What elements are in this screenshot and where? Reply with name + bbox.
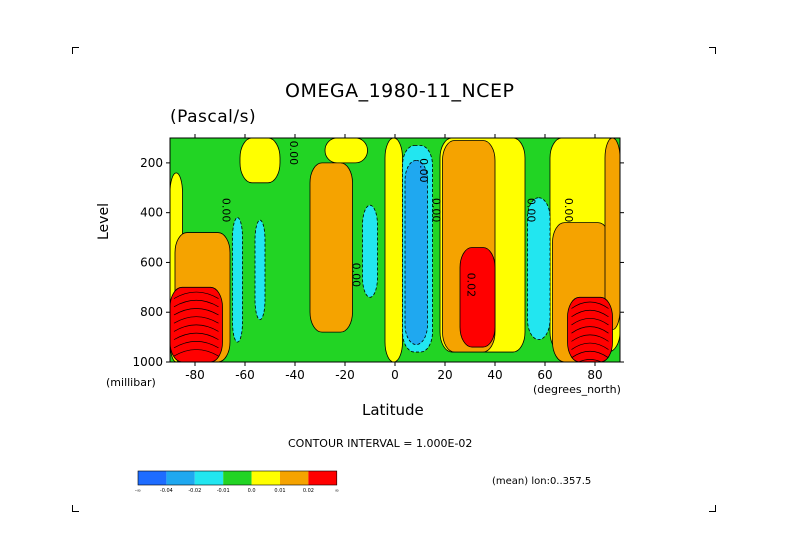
strong-contour-1-0 bbox=[571, 301, 609, 309]
contour-label-7: 0.00 bbox=[562, 198, 575, 223]
x-tick-label-6: 40 bbox=[487, 368, 502, 382]
contour-region-7 bbox=[309, 162, 353, 333]
colorbar-swatch-6 bbox=[308, 471, 337, 485]
colorbar-label-0: -∞ bbox=[135, 488, 141, 494]
strong-contour-1-7 bbox=[577, 359, 603, 362]
contour-label-5: 0.02 bbox=[465, 273, 478, 298]
x-axis-title: Latitude bbox=[362, 401, 424, 419]
y-tick-label-3: 800 bbox=[140, 305, 163, 319]
contour-region-3 bbox=[384, 138, 403, 362]
strong-contour-0-1 bbox=[173, 299, 219, 308]
contour-region-15 bbox=[254, 219, 266, 321]
units-label: (Pascal/s) bbox=[170, 107, 257, 127]
strong-contour-0-7 bbox=[173, 349, 219, 357]
strong-contour-0-0 bbox=[173, 291, 219, 299]
colorbar-border bbox=[137, 470, 338, 486]
contour-label-6: 0.00 bbox=[525, 198, 538, 223]
contour-region-1 bbox=[239, 138, 281, 184]
strong-contour-0-2 bbox=[173, 308, 219, 316]
crop-mark-bottom-right bbox=[709, 505, 716, 512]
contour-label-1: 0.00 bbox=[287, 141, 300, 166]
contour-labels: 0.00 0.00 0.00 0.00 0.00 0.02 0.00 0.00 bbox=[220, 141, 576, 297]
contour-region-14 bbox=[232, 217, 243, 343]
x-tick-label-8: 80 bbox=[587, 368, 602, 382]
strong-contour-0-6 bbox=[173, 340, 219, 349]
x-tick-label-1: -60 bbox=[235, 368, 255, 382]
colorbar-swatch-1 bbox=[166, 471, 195, 485]
x-axis-unit: (degrees_north) bbox=[533, 383, 621, 396]
strong-contour-1-4 bbox=[571, 334, 609, 342]
colorbar-label-5: 0.01 bbox=[274, 488, 285, 494]
colorbar: -∞ -0.04 -0.02 -0.01 0.0 0.01 0.02 ∞ bbox=[135, 470, 339, 494]
colorbar-swatch-0 bbox=[138, 471, 167, 485]
contour-region-19 bbox=[404, 159, 428, 345]
contour-region-16 bbox=[362, 204, 378, 298]
contour-region-18 bbox=[527, 197, 551, 341]
colorbar-label-3: -0.01 bbox=[217, 488, 230, 494]
y-tick-label-2: 600 bbox=[140, 255, 163, 269]
colorbar-label-1: -0.04 bbox=[160, 488, 173, 494]
y-axis-unit: (millibar) bbox=[106, 376, 156, 389]
y-tick-label-0: 200 bbox=[140, 156, 163, 170]
strong-contour-0-5 bbox=[173, 332, 219, 340]
y-tick-label-4: 1000 bbox=[132, 355, 163, 369]
x-axis-ticks: -80 -60 -40 -20 0 20 40 60 80 bbox=[185, 134, 603, 382]
colorbar-swatch-4 bbox=[251, 471, 280, 485]
contour-field bbox=[170, 138, 620, 362]
x-tick-label-3: -20 bbox=[335, 368, 355, 382]
strong-contour-1-5 bbox=[571, 342, 609, 350]
colorbar-swatch-2 bbox=[194, 471, 224, 485]
contour-region-12 bbox=[459, 247, 496, 348]
crop-mark-bottom-left bbox=[72, 505, 79, 512]
x-tick-label-4: 0 bbox=[391, 368, 399, 382]
x-tick-label-5: 20 bbox=[437, 368, 452, 382]
colorbar-swatch-5 bbox=[280, 471, 309, 485]
x-tick-label-7: 60 bbox=[537, 368, 552, 382]
mean-text: (mean) lon:0..357.5 bbox=[492, 476, 592, 487]
y-axis-ticks: 200 400 600 800 1000 bbox=[132, 156, 624, 369]
contour-label-0: 0.00 bbox=[220, 198, 233, 223]
x-tick-label-2: -40 bbox=[285, 368, 305, 382]
colorbar-label-4: 0.0 bbox=[248, 488, 256, 494]
colorbar-swatch-3 bbox=[223, 471, 252, 485]
colorbar-label-6: 0.02 bbox=[303, 488, 314, 494]
crop-mark-top-right bbox=[709, 47, 716, 54]
colorbar-label-7: ∞ bbox=[335, 488, 339, 494]
colorbar-label-2: -0.02 bbox=[188, 488, 201, 494]
contour-interval-text: CONTOUR INTERVAL = 1.000E-02 bbox=[288, 437, 473, 450]
y-tick-label-1: 400 bbox=[140, 206, 163, 220]
strong-contour-0-4 bbox=[173, 324, 219, 332]
strong-contour-1-6 bbox=[571, 350, 609, 359]
crop-mark-top-left bbox=[72, 47, 79, 54]
contour-label-2: 0.00 bbox=[350, 263, 363, 288]
strong-contour-1-2 bbox=[571, 318, 609, 326]
strong-contour-1-3 bbox=[571, 326, 609, 334]
contour-label-4: 0.00 bbox=[430, 198, 443, 223]
contour-label-3: 0.00 bbox=[417, 158, 430, 183]
chart-title: OMEGA_1980-11_NCEP bbox=[285, 80, 515, 102]
contour-region-2 bbox=[324, 138, 368, 164]
x-tick-label-0: -80 bbox=[185, 368, 205, 382]
strong-contour-1-1 bbox=[571, 309, 609, 318]
strong-contour-0-3 bbox=[173, 316, 219, 324]
